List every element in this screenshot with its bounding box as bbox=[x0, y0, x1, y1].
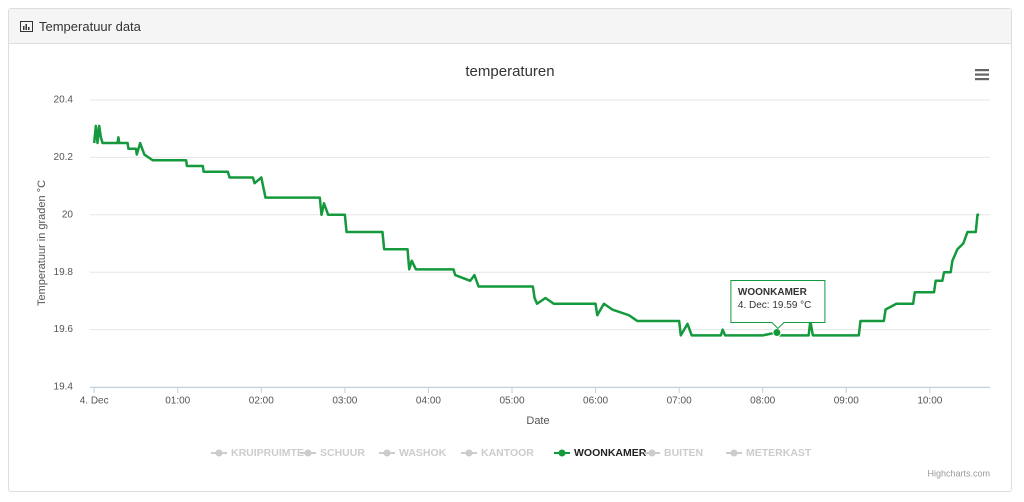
panel: Temperatuur data bbox=[8, 8, 1012, 492]
legend-label: BUITEN bbox=[664, 447, 703, 459]
y-tick-label: 19.4 bbox=[54, 382, 74, 393]
menu-bar bbox=[975, 73, 989, 76]
chart-icon bbox=[20, 20, 33, 32]
legend-item[interactable]: WASHOK bbox=[379, 447, 447, 459]
x-tick-label: 02:00 bbox=[249, 396, 274, 407]
y-tick-label: 20 bbox=[62, 209, 74, 220]
menu-button[interactable] bbox=[975, 69, 989, 81]
tooltip-title: WOONKAMER bbox=[738, 287, 808, 298]
legend-item[interactable]: WOONKAMER bbox=[554, 447, 647, 459]
legend-label: KANTOOR bbox=[481, 447, 534, 459]
legend-label: METERKAST bbox=[746, 447, 812, 459]
legend-symbol bbox=[465, 449, 473, 457]
x-tick-label: 4. Dec bbox=[80, 396, 109, 407]
legend-item[interactable]: METERKAST bbox=[726, 447, 812, 459]
y-tick-label: 19.6 bbox=[54, 324, 74, 335]
x-tick-label: 03:00 bbox=[332, 396, 357, 407]
chart-title: temperaturen bbox=[465, 63, 554, 80]
legend-item[interactable]: SCHUUR bbox=[300, 447, 365, 459]
legend-symbol bbox=[383, 449, 391, 457]
legend-item[interactable]: KRUIPRUIMTE bbox=[211, 447, 304, 459]
x-tick-label: 09:00 bbox=[834, 396, 859, 407]
y-tick-label: 20.2 bbox=[54, 152, 74, 163]
panel-header: Temperatuur data bbox=[9, 9, 1011, 44]
legend-symbol bbox=[304, 449, 312, 457]
panel-title: Temperatuur data bbox=[39, 18, 141, 34]
legend-label: WOONKAMER bbox=[574, 447, 647, 459]
menu-bar bbox=[975, 69, 989, 72]
legend-label: KRUIPRUIMTE bbox=[231, 447, 304, 459]
legend-label: WASHOK bbox=[399, 447, 447, 459]
legend-symbol bbox=[648, 449, 656, 457]
tooltip: WOONKAMER 4. Dec: 19.59 °C bbox=[730, 279, 826, 330]
hover-point bbox=[772, 327, 782, 337]
legend-symbol bbox=[215, 449, 223, 457]
y-axis-title: Temperatuur in graden °C bbox=[36, 180, 48, 306]
series-line bbox=[92, 124, 980, 337]
y-tick-label: 19.8 bbox=[54, 267, 74, 278]
menu-bar bbox=[975, 78, 989, 81]
y-tick-label: 20.4 bbox=[54, 95, 74, 106]
x-tick-label: 05:00 bbox=[499, 396, 524, 407]
x-axis-title: Date bbox=[526, 415, 549, 427]
tooltip-text: 4. Dec: 19.59 °C bbox=[738, 300, 811, 311]
legend-label: SCHUUR bbox=[320, 447, 365, 459]
tooltip-box bbox=[730, 279, 826, 330]
x-tick-label: 06:00 bbox=[583, 396, 608, 407]
legend-symbol bbox=[558, 449, 566, 457]
x-tick-label: 08:00 bbox=[750, 396, 775, 407]
x-tick-label: 04:00 bbox=[416, 396, 441, 407]
legend-symbol bbox=[730, 449, 738, 457]
x-tick-label: 07:00 bbox=[667, 396, 692, 407]
credits[interactable]: Highcharts.com bbox=[927, 468, 990, 478]
x-tick-label: 10:00 bbox=[917, 396, 942, 407]
legend-item[interactable]: KANTOOR bbox=[461, 447, 534, 459]
legend-item[interactable]: BUITEN bbox=[644, 447, 703, 459]
x-tick-label: 01:00 bbox=[165, 396, 190, 407]
